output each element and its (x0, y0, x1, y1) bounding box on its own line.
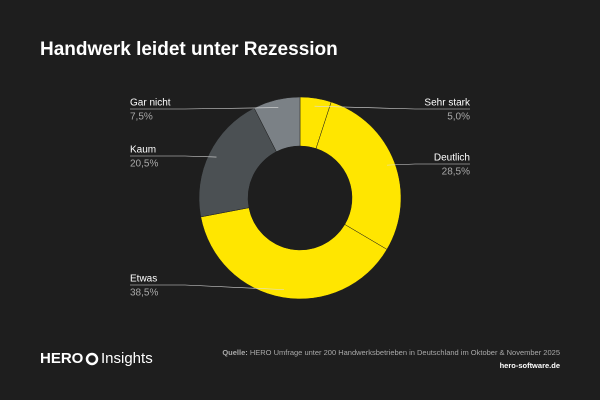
donut-segment (200, 207, 388, 300)
legend-label: Etwas (130, 274, 157, 285)
brand: HERO (40, 350, 84, 367)
donut (198, 96, 402, 300)
donut-segment (253, 96, 301, 153)
brand-logo: HERO Insights (40, 350, 153, 367)
leader-line (314, 105, 470, 110)
legend-label: Deutlich (434, 153, 470, 164)
source-text: HERO Umfrage unter 200 Handwerksbetriebe… (250, 348, 560, 357)
donut-segment (315, 101, 402, 250)
value-label: 7,5% (130, 112, 153, 123)
value-label: 38,5% (130, 288, 158, 299)
brand-suffix: Insights (101, 350, 153, 367)
legend-label: Kaum (130, 145, 156, 156)
value-label: 20,5% (130, 159, 158, 170)
leader-line (130, 107, 279, 110)
legend-label: Sehr stark (424, 98, 471, 109)
value-label: 28,5% (442, 167, 470, 178)
leader-line (130, 155, 217, 158)
source: Quelle: HERO Umfrage unter 200 Handwerks… (222, 348, 560, 357)
logo-icon (85, 352, 99, 366)
website: hero-software.de (500, 361, 560, 370)
chart-title: Handwerk leidet unter Rezession (40, 39, 338, 60)
leader-line (130, 284, 285, 290)
source-label: Quelle: (222, 348, 247, 357)
value-label: 5,0% (447, 112, 470, 123)
legend-label: Gar nicht (130, 98, 171, 109)
leader-line (386, 163, 470, 166)
